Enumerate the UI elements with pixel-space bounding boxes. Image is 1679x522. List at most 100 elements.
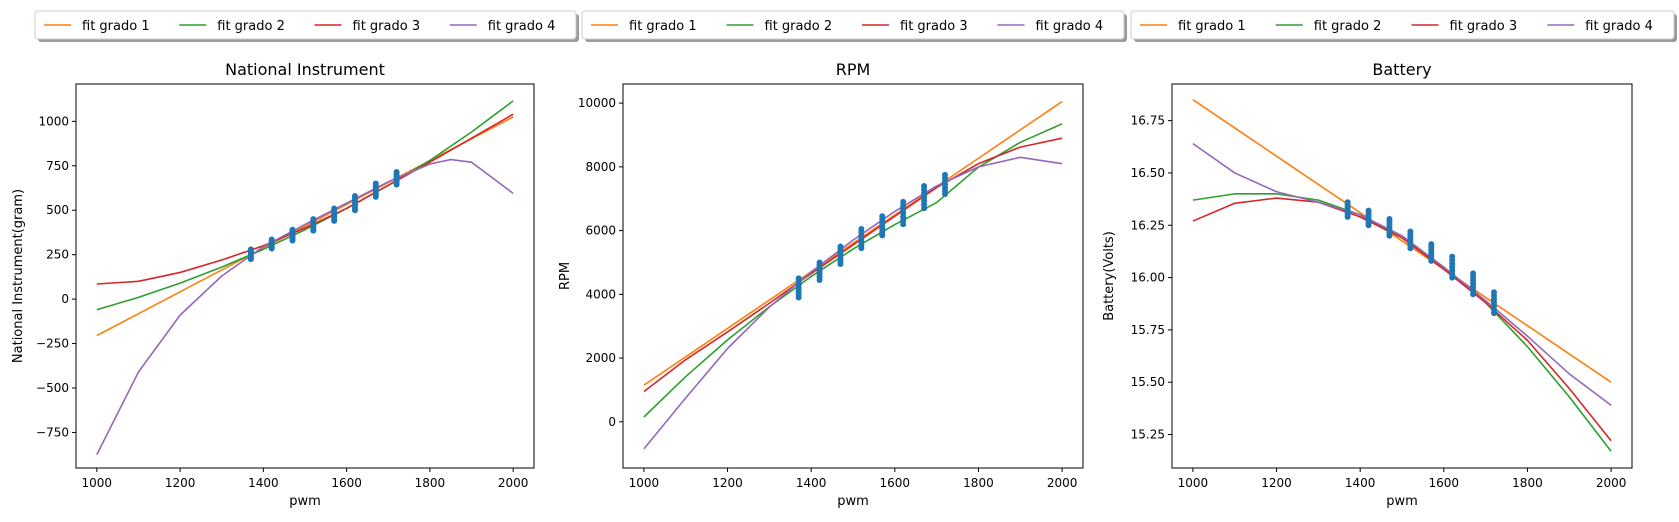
data-points — [795, 171, 948, 301]
legend-label-fit-grado-3: fit grado 3 — [900, 19, 968, 34]
y-tick-label: 2000 — [585, 351, 616, 365]
series-line-fit-grado-4 — [643, 156, 1063, 450]
data-point — [795, 275, 802, 282]
data-point — [942, 171, 948, 178]
chart-title: Battery — [1372, 60, 1431, 79]
y-axis-label: RPM — [558, 262, 573, 290]
series-line-fit-grado-1 — [1192, 99, 1612, 383]
data-point — [351, 193, 358, 199]
legend-label-fit-grado-3: fit grado 3 — [353, 19, 421, 34]
legend-label-fit-grado-1: fit grado 1 — [82, 19, 150, 34]
series-lines — [1192, 99, 1612, 452]
y-tick-label: 8000 — [585, 160, 616, 174]
y-tick-label: 16.00 — [1131, 271, 1165, 285]
x-axis-label: pwm — [1386, 494, 1418, 509]
legend-label-fit-grado-2: fit grado 2 — [765, 19, 833, 34]
data-point — [1386, 215, 1393, 222]
data-point — [1449, 253, 1456, 260]
data-point — [816, 259, 823, 266]
y-axis-label: National Instrument(gram) — [11, 189, 26, 363]
legend-box — [34, 10, 577, 40]
x-tick-label: 1800 — [415, 476, 446, 490]
y-tick-label: −250 — [36, 337, 69, 351]
data-point — [1428, 241, 1435, 248]
legend-label-fit-grado-4: fit grado 4 — [488, 19, 556, 34]
series-line-fit-grado-4 — [1192, 142, 1612, 406]
chart-panel-2: 1000 1200 1400 1600 1800 2000 0 2000 4000 6000 800… — [558, 10, 1127, 509]
series-line-fit-grado-3 — [96, 113, 514, 285]
chart-title: RPM — [836, 60, 871, 79]
y-tick-label: 500 — [46, 203, 69, 217]
legend-label-fit-grado-3: fit grado 3 — [1450, 19, 1518, 34]
data-point — [879, 213, 886, 220]
data-point — [1344, 199, 1351, 206]
data-point — [1470, 270, 1477, 277]
x-tick-label: 1200 — [712, 476, 743, 490]
legend-box — [1130, 10, 1675, 40]
x-tick-label: 2000 — [498, 476, 529, 490]
x-tick-label: 1800 — [963, 476, 994, 490]
data-point — [310, 216, 317, 223]
y-tick-label: −500 — [36, 381, 69, 395]
data-points — [1344, 199, 1497, 317]
legend: fit grado 1 fit grado 2 fit grado 3 fit gra… — [1130, 10, 1677, 42]
y-tick-label: 6000 — [585, 224, 616, 238]
x-tick-label: 1400 — [248, 476, 279, 490]
data-point — [247, 246, 254, 253]
y-tick-label: 15.50 — [1131, 375, 1165, 389]
x-axis-label: pwm — [289, 494, 321, 509]
y-tick-label: 250 — [46, 248, 69, 262]
chart-panel-3: 1000 1200 1400 1600 1800 2000 15.25 15.50 15.75 1… — [1102, 10, 1677, 509]
series-line-fit-grado-2 — [96, 100, 514, 311]
data-point — [858, 225, 865, 232]
data-point — [1365, 207, 1372, 214]
y-tick-label: 16.75 — [1131, 114, 1165, 128]
x-tick-label: 1600 — [1429, 476, 1460, 490]
series-line-fit-grado-3 — [1192, 197, 1612, 442]
data-point — [837, 243, 844, 250]
series-lines — [96, 100, 514, 456]
series-line-fit-grado-1 — [643, 100, 1063, 386]
series-lines — [643, 100, 1063, 450]
x-tick-label: 1400 — [1345, 476, 1376, 490]
x-axis-label: pwm — [837, 494, 869, 509]
axes-frame — [1171, 83, 1633, 469]
data-points — [247, 169, 400, 263]
y-tick-label: 16.25 — [1131, 218, 1165, 232]
y-axis-label: Battery(Volts) — [1102, 231, 1117, 321]
legend: fit grado 1 fit grado 2 fit grado 3 fit gra… — [34, 10, 579, 42]
data-point — [1491, 289, 1497, 296]
x-tick-label: 1400 — [796, 476, 827, 490]
y-tick-label: 15.75 — [1131, 323, 1165, 337]
y-tick-label: 15.25 — [1131, 428, 1165, 442]
data-point — [372, 180, 379, 187]
x-tick-label: 2000 — [1047, 476, 1078, 490]
axes-frame — [75, 83, 535, 469]
data-point — [1407, 228, 1414, 235]
x-tick-label: 1200 — [165, 476, 196, 490]
y-tick-label: 0 — [608, 415, 616, 429]
y-tick-label: 750 — [46, 159, 69, 173]
x-tick-label: 1600 — [880, 476, 911, 490]
axes-frame — [622, 83, 1084, 469]
data-point — [900, 198, 907, 205]
series-line-fit-grado-3 — [643, 137, 1063, 393]
x-tick-label: 1800 — [1512, 476, 1543, 490]
x-tick-label: 1600 — [331, 476, 362, 490]
series-line-fit-grado-4 — [96, 158, 514, 456]
legend-label-fit-grado-1: fit grado 1 — [1178, 19, 1246, 34]
data-point — [393, 169, 400, 175]
legend-label-fit-grado-4: fit grado 4 — [1585, 19, 1653, 34]
y-tick-label: 1000 — [38, 114, 69, 128]
y-tick-label: 0 — [61, 292, 69, 306]
data-point — [331, 205, 338, 212]
y-tick-label: 10000 — [578, 96, 616, 110]
x-tick-label: 1200 — [1261, 476, 1292, 490]
x-tick-label: 2000 — [1596, 476, 1627, 490]
y-tick-label: −750 — [36, 425, 69, 439]
legend: fit grado 1 fit grado 2 fit grado 3 fit gra… — [581, 10, 1127, 42]
y-tick-label: 16.50 — [1131, 166, 1165, 180]
chart-title: National Instrument — [225, 60, 385, 79]
legend-box — [581, 10, 1125, 40]
